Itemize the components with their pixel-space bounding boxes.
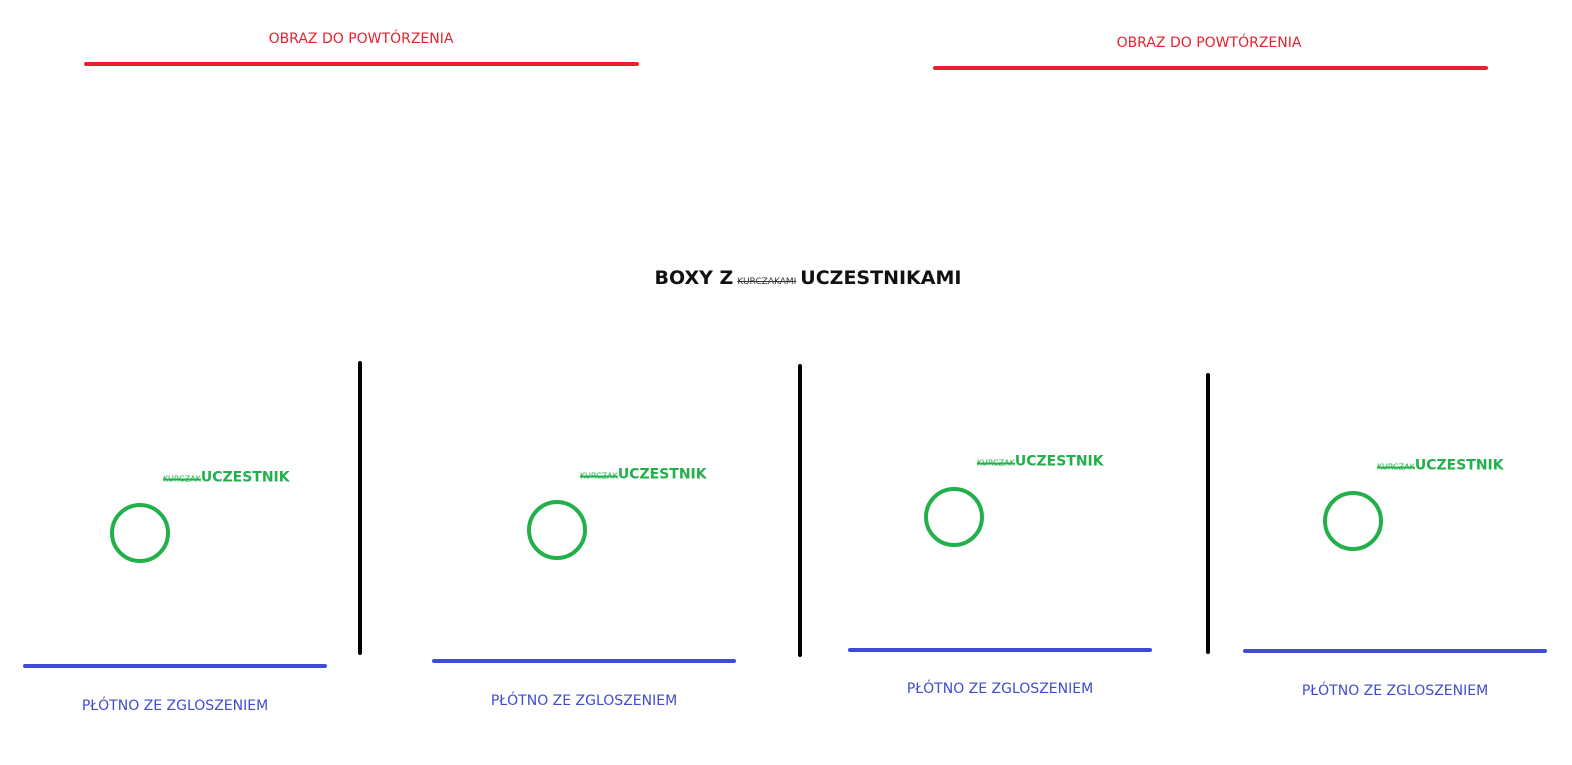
reference-image-label-1: OBRAZ DO POWTÓRZENIA	[268, 31, 454, 47]
reference-image-line-2	[933, 66, 1488, 70]
section-title: BOXY Z KURCZAKAMI UCZESTNIKAMI	[655, 267, 962, 289]
participant-label-4: KURCZAKUCZESTNIK	[1377, 455, 1504, 474]
participant-struck: KURCZAK	[163, 474, 201, 484]
participant-circle-2	[527, 500, 587, 560]
title-struck: KURCZAKAMI	[737, 277, 797, 287]
participant-circle-3	[924, 487, 984, 547]
participant-circle-1	[110, 503, 170, 563]
reference-image-label-2: OBRAZ DO POWTÓRZENIA	[1116, 35, 1302, 51]
title-prefix: BOXY Z	[654, 267, 734, 289]
reference-image-line-1	[84, 62, 639, 66]
participant-label-3: KURCZAKUCZESTNIK	[977, 451, 1104, 470]
canvas-line-1	[23, 664, 327, 668]
box-divider-3	[1206, 373, 1210, 654]
participant-text: UCZESTNIK	[200, 469, 290, 486]
participant-label-1: KURCZAKUCZESTNIK	[163, 467, 290, 486]
canvas-line-3	[848, 648, 1152, 652]
participant-struck: KURCZAK	[580, 471, 618, 481]
participant-struck: KURCZAK	[1377, 462, 1415, 472]
canvas-line-2	[432, 659, 736, 663]
box-divider-1	[358, 361, 362, 655]
participant-text: UCZESTNIK	[1414, 457, 1504, 474]
canvas-line-4	[1243, 649, 1547, 653]
participant-circle-4	[1323, 491, 1383, 551]
participant-text: UCZESTNIK	[1014, 453, 1104, 470]
canvas-label-3: PŁÓTNO ZE ZGLOSZENIEM	[906, 681, 1094, 697]
canvas-label-4: PŁÓTNO ZE ZGLOSZENIEM	[1301, 683, 1489, 699]
participant-struck: KURCZAK	[977, 458, 1015, 468]
title-suffix: UCZESTNIKAMI	[800, 267, 962, 289]
participant-text: UCZESTNIK	[617, 466, 707, 483]
canvas-label-2: PŁÓTNO ZE ZGLOSZENIEM	[490, 693, 678, 709]
box-divider-2	[798, 364, 802, 657]
participant-label-2: KURCZAKUCZESTNIK	[580, 464, 707, 483]
canvas-label-1: PŁÓTNO ZE ZGLOSZENIEM	[81, 698, 269, 714]
